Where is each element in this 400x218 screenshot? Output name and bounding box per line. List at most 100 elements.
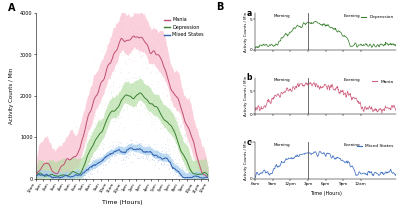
Point [89,139,96,143]
Point [78,133,85,136]
Point [79,173,85,176]
Point [160,125,167,129]
Point [194,172,200,176]
Point [156,94,162,97]
Point [99,154,105,158]
Point [80,177,86,180]
Point [75,170,81,173]
Point [107,53,114,56]
Point [108,147,114,150]
Point [126,99,133,102]
Point [101,154,108,158]
Point [150,155,157,158]
Point [95,160,102,164]
Point [202,158,208,162]
Point [100,55,107,59]
Point [82,164,89,167]
Point [122,161,128,164]
Point [156,99,163,102]
Point [86,144,92,148]
Point [76,126,83,129]
Point [164,89,170,92]
Point [104,60,110,63]
Point [140,36,146,39]
Point [154,109,161,113]
Point [153,150,160,153]
Point [69,166,76,169]
Point [86,175,92,179]
Point [186,161,192,164]
Point [104,72,110,75]
Point [73,173,79,176]
Point [123,141,130,145]
Point [84,167,90,171]
Point [117,28,124,32]
Point [96,162,102,165]
Point [172,129,178,132]
Point [84,162,91,166]
Point [156,115,162,119]
Point [142,148,148,152]
Point [175,162,181,165]
Point [117,97,124,101]
Point [147,6,154,9]
Point [101,153,108,157]
Point [90,68,96,72]
Point [94,99,101,102]
Point [118,29,124,32]
Point [191,124,198,128]
Point [103,120,109,123]
Point [201,165,208,169]
Point [117,147,123,151]
Point [125,98,132,101]
Point [123,154,129,157]
Point [184,86,190,89]
Point [184,151,191,155]
Point [106,119,112,123]
Point [108,104,115,107]
Point [104,126,110,129]
Point [173,134,180,137]
Point [122,146,128,149]
Point [182,134,188,137]
Point [141,39,148,43]
Point [158,156,164,159]
Point [165,143,171,147]
Point [123,89,130,92]
Point [153,71,159,75]
Text: Morning: Morning [273,14,290,18]
Point [124,77,130,81]
Point [177,140,183,143]
Point [115,145,121,148]
Point [143,100,150,104]
Point [188,164,194,167]
Point [140,147,146,150]
Point [179,121,186,125]
Point [99,156,105,159]
Point [101,121,108,124]
Point [195,163,202,166]
Point [152,48,158,51]
Point [105,99,112,103]
Point [158,112,164,115]
Point [111,114,118,118]
Point [186,171,192,174]
Point [85,173,91,176]
Point [134,35,140,38]
Point [192,172,199,176]
Point [116,4,122,7]
Point [184,170,191,174]
Point [93,121,100,125]
Point [122,0,128,3]
Point [153,111,160,115]
Point [176,134,182,137]
Point [148,101,154,104]
Point [158,75,164,79]
Point [156,103,163,106]
Point [135,142,141,145]
Point [147,148,154,152]
Point [116,140,122,144]
Point [188,173,194,176]
Point [176,157,182,160]
Point [175,167,181,170]
